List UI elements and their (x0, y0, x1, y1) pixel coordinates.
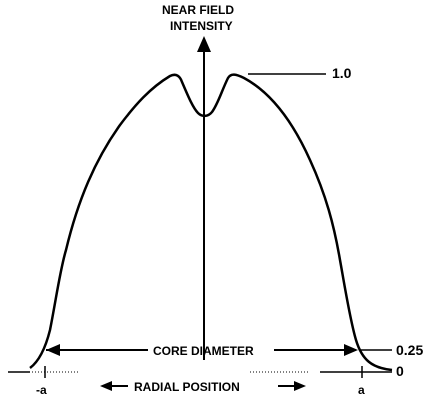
radial-position-label: RADIAL POSITION (134, 380, 240, 394)
level-1-label: 1.0 (332, 65, 352, 81)
core-diameter-label: CORE DIAMETER (153, 344, 254, 358)
level-0-label: 0 (396, 363, 404, 379)
vertical-axis-arrowhead (197, 36, 211, 52)
y-axis-title-line1: NEAR FIELD (162, 3, 234, 17)
core-diameter-dimension (46, 344, 392, 356)
tick-a-label: a (358, 383, 365, 397)
intensity-curve (29, 73, 393, 372)
level-025-label: 0.25 (396, 342, 423, 358)
radial-position-dimension (100, 381, 306, 391)
tick-neg-a-label: -a (36, 383, 47, 397)
y-axis-title-line2: INTENSITY (170, 19, 233, 33)
